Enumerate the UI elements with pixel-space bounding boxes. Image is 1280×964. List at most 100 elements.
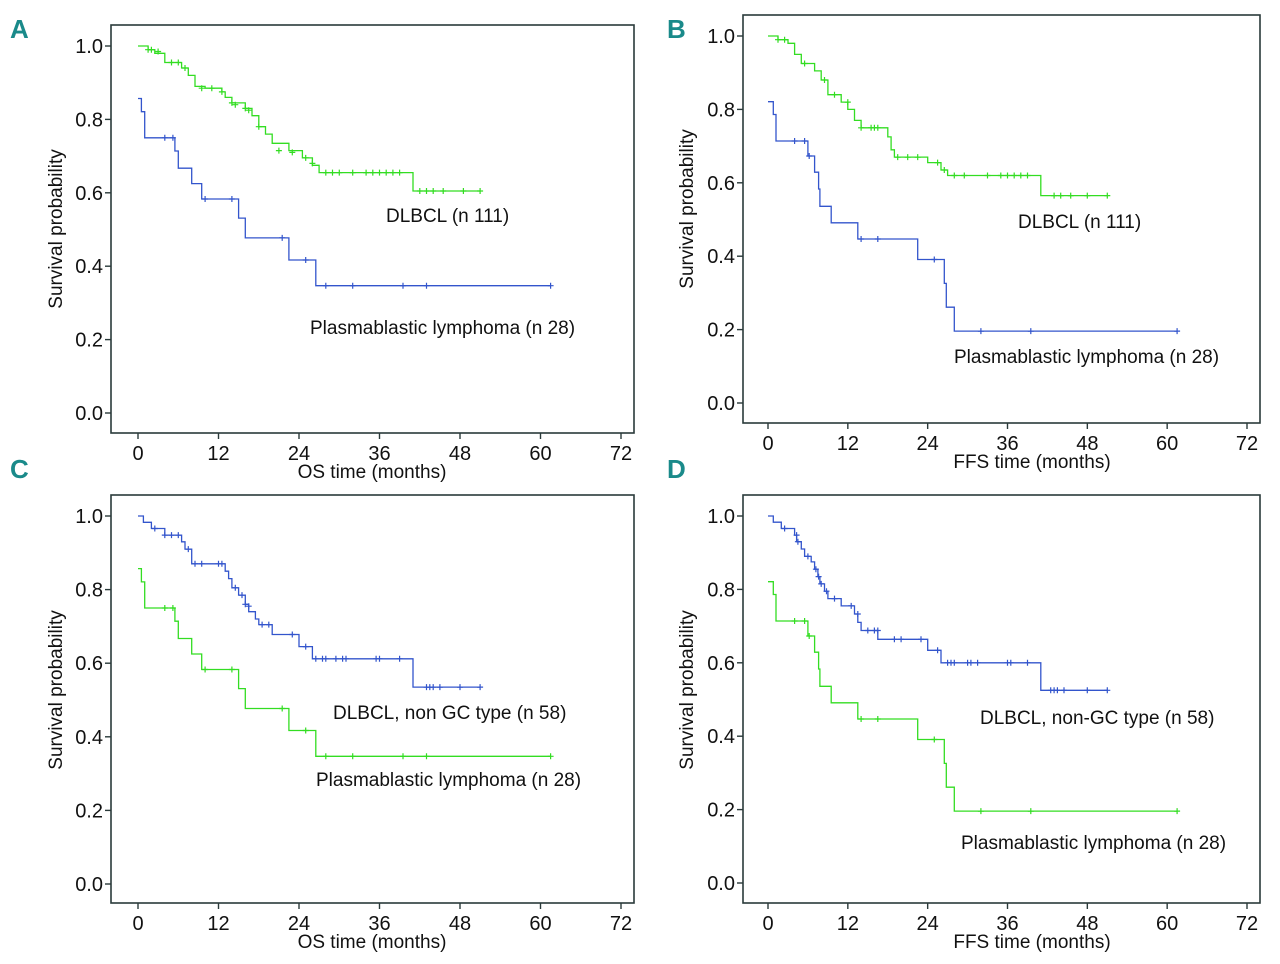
censor-mark (974, 659, 981, 666)
censor-mark (329, 169, 336, 176)
censor-mark (400, 282, 406, 289)
censor-mark (383, 169, 390, 176)
censor-mark (1027, 808, 1034, 815)
censor-mark (1104, 192, 1111, 199)
censor-mark (1084, 192, 1091, 199)
x-tick-label: 0 (762, 433, 773, 455)
censor-mark (182, 65, 188, 71)
censor-mark (823, 588, 830, 595)
censor-mark (1067, 192, 1074, 199)
censor-mark (1007, 659, 1014, 666)
x-axis-title-b: FFS time (months) (953, 452, 1110, 473)
x-tick-label: 36 (368, 443, 390, 465)
censor-mark (322, 282, 329, 289)
y-tick-label: 0.8 (75, 580, 103, 602)
censor-mark (228, 196, 235, 202)
censor-mark (1104, 687, 1111, 694)
y-tick-label: 0.0 (707, 393, 735, 415)
x-axis-title-c: OS time (months) (298, 932, 447, 953)
y-tick-label: 0.0 (707, 873, 735, 895)
censor-mark (941, 167, 948, 173)
y-tick-label: 0.8 (75, 109, 103, 131)
censor-mark (977, 808, 984, 815)
x-axis-title-d: FFS time (months) (953, 932, 1110, 953)
censor-mark (904, 154, 911, 161)
censor-mark (874, 716, 881, 722)
censor-mark (791, 138, 798, 144)
y-tick-label: 0.2 (707, 800, 735, 822)
censor-mark (430, 684, 437, 691)
series-label-c-dlbcl: DLBCL, non GC type (n 58) (333, 703, 566, 724)
censor-mark (775, 36, 781, 43)
km-curve-series-2 (138, 567, 551, 757)
censor-mark (547, 753, 554, 760)
censor-mark (239, 592, 245, 599)
censor-mark (322, 753, 329, 760)
censor-mark (1027, 328, 1034, 335)
y-tick-label: 1.0 (75, 506, 103, 528)
censor-mark (831, 595, 838, 602)
censor-mark (781, 525, 788, 532)
censor-mark (400, 753, 406, 760)
censor-mark (801, 618, 808, 624)
censor-mark (155, 48, 162, 55)
censor-mark (891, 636, 898, 643)
censor-mark (322, 169, 329, 176)
panel-letter-d: D (667, 454, 686, 484)
censor-mark (951, 172, 958, 179)
censor-mark (309, 160, 316, 167)
censor-mark (202, 196, 209, 202)
censor-mark (389, 169, 396, 176)
censor-mark (198, 560, 205, 567)
censor-mark (815, 573, 822, 580)
censor-mark (198, 85, 205, 92)
y-tick-label: 0.8 (707, 99, 735, 121)
y-tick-label: 0.2 (707, 320, 735, 342)
x-tick-label: 36 (996, 913, 1018, 935)
censor-mark (430, 188, 437, 194)
km-curve-series-1 (138, 45, 481, 192)
censor-mark (169, 134, 176, 141)
panel-letter-b: B (667, 14, 686, 44)
panel-b: B 0 12 24 36 48 60 72 0.0 0.2 0.4 0.6 0.8 1.0 FFS ti… (667, 14, 1261, 473)
panel-letter-a: A (10, 14, 29, 44)
x-tick-label: 12 (837, 913, 859, 935)
censor-mark (151, 525, 158, 532)
censor-mark (818, 580, 825, 587)
km-curve-series-1 (138, 515, 481, 688)
censor-mark (951, 659, 958, 666)
y-tick-label: 0.6 (707, 173, 735, 195)
censor-mark (161, 134, 168, 141)
y-tick-label: 0.8 (707, 579, 735, 601)
censor-mark (336, 169, 343, 176)
y-tick-label: 0.2 (75, 800, 103, 822)
censor-mark (302, 257, 309, 263)
censor-mark (259, 621, 266, 628)
plot-frame-c (110, 494, 635, 904)
censor-mark (312, 655, 319, 662)
censor-mark (376, 169, 383, 176)
censor-mark (804, 553, 811, 560)
censor-mark (931, 256, 938, 263)
censor-mark (831, 91, 838, 98)
censor-mark (148, 46, 155, 53)
x-tick-label: 72 (610, 443, 632, 465)
x-tick-label: 48 (449, 443, 471, 465)
censor-mark (791, 618, 798, 624)
censor-mark (854, 611, 861, 617)
censor-mark (1174, 328, 1181, 335)
panel-a: A 0 12 24 36 48 60 72 0.0 0.2 0.4 0.6 0.8 1.0 OS tim… (10, 14, 635, 483)
censor-mark (864, 627, 871, 634)
censor-mark (245, 603, 252, 610)
x-tick-label: 12 (207, 913, 229, 935)
axis-ticks-b: 0 12 24 36 48 60 72 0.0 0.2 0.4 0.6 0.8 1.0 (707, 26, 1258, 455)
x-tick-label: 48 (449, 913, 471, 935)
censor-mark (1061, 687, 1067, 694)
censor-mark (289, 149, 296, 156)
x-tick-label: 0 (132, 913, 143, 935)
censor-mark (302, 154, 309, 161)
censor-mark (931, 736, 938, 743)
series-label-a-plasmablastic: Plasmablastic lymphoma (n 28) (310, 318, 575, 339)
y-tick-label: 0.2 (75, 330, 103, 352)
